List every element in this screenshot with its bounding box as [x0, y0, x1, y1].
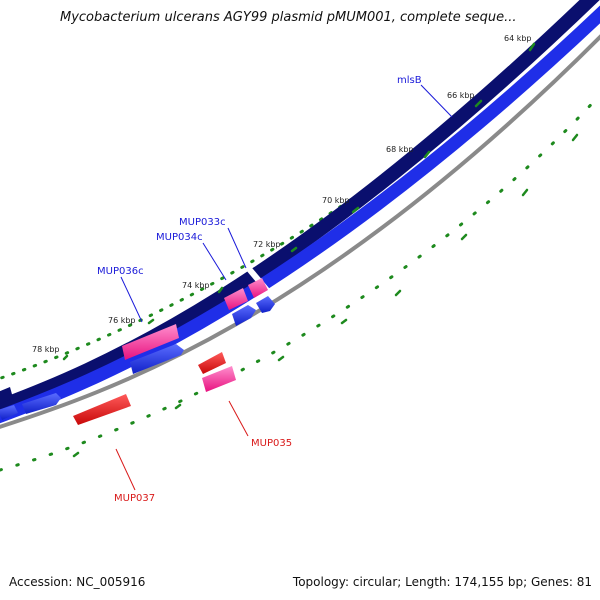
map-title: Mycobacterium ulcerans AGY99 plasmid pMU…	[60, 10, 517, 25]
accession-text: Accession: NC_005916	[9, 575, 146, 589]
tick-label-76: 76 kbp	[108, 316, 136, 325]
genome-summary-text: Topology: circular; Length: 174,155 bp; …	[292, 575, 592, 589]
gene-label-mup037: MUP037	[114, 493, 155, 504]
cds-forward-mup035	[202, 366, 236, 392]
cds-reverse-mup034c	[232, 305, 256, 326]
gene-labels: mlsB MUP033c MUP034c MUP036c MUP035 MUP0…	[97, 75, 422, 504]
cds-forward-mup033c	[248, 278, 268, 298]
rna-mup035	[198, 352, 226, 374]
gene-label-mup036c: MUP036c	[97, 266, 144, 277]
cds-forward-mup034c	[224, 288, 248, 310]
tick-label-72: 72 kbp	[253, 240, 281, 249]
outer-dotted-ring	[0, 0, 593, 380]
rna-mup037	[73, 394, 131, 425]
cds-reverse-left-1	[0, 387, 13, 404]
cds-forward-mup036c	[122, 324, 179, 360]
tick-label-78: 78 kbp	[32, 345, 60, 354]
gene-label-mlsb: mlsB	[397, 75, 422, 86]
scale-ticks	[62, 42, 579, 458]
cds-reverse-mup033c	[256, 296, 275, 313]
cds-reverse-left-3	[22, 393, 61, 414]
cds-reverse-left-2	[0, 405, 18, 420]
tick-label-68: 68 kbp	[386, 145, 414, 154]
gene-label-mup033c: MUP033c	[179, 217, 226, 228]
cds-reverse-mup036c	[130, 344, 184, 374]
gene-label-mup034c: MUP034c	[156, 232, 203, 243]
gene-leader-lines	[115, 84, 453, 491]
tick-label-64: 64 kbp	[504, 34, 532, 43]
tick-label-70: 70 kbp	[322, 196, 350, 205]
tick-label-66: 66 kbp	[447, 91, 475, 100]
tick-label-74: 74 kbp	[182, 281, 210, 290]
scale-tick-labels: 64 kbp 66 kbp 68 kbp 70 kbp 72 kbp 74 kb…	[32, 34, 532, 354]
cds-features	[0, 278, 275, 425]
backbone-outer-track	[0, 0, 600, 414]
gene-label-mup035: MUP035	[251, 438, 292, 449]
